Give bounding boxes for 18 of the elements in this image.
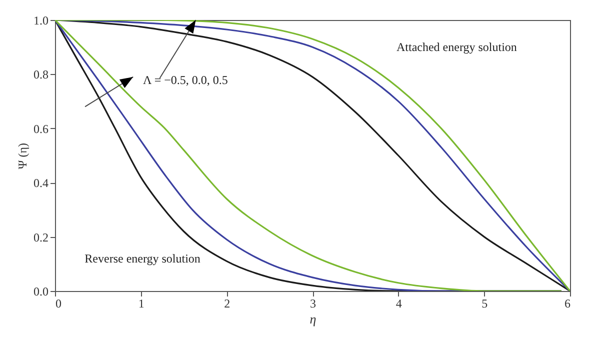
x-tick-label: 4 [396,296,402,310]
annotation: Λ = −0.5, 0.0, 0.5 [143,73,228,87]
y-tick-label: 0.4 [34,176,48,190]
x-tick-label: 3 [310,296,316,310]
x-axis-title: η [310,312,316,326]
y-tick-label: 0.8 [34,68,48,82]
y-tick-label: 0.6 [34,122,48,136]
x-tick-label: 2 [224,296,230,310]
y-tick-label: 1.0 [34,14,48,28]
x-tick-label: 0 [56,296,62,310]
x-tick-label: 6 [564,296,570,310]
y-tick-label: 0.0 [34,284,48,298]
x-tick-label: 1 [138,296,144,310]
annotation: Reverse energy solution [84,251,200,266]
y-axis-title: Ψ (η) [16,142,30,170]
x-tick-label: 5 [482,296,488,310]
annotation: Attached energy solution [396,40,517,54]
y-tick-label: 0.2 [34,230,48,244]
